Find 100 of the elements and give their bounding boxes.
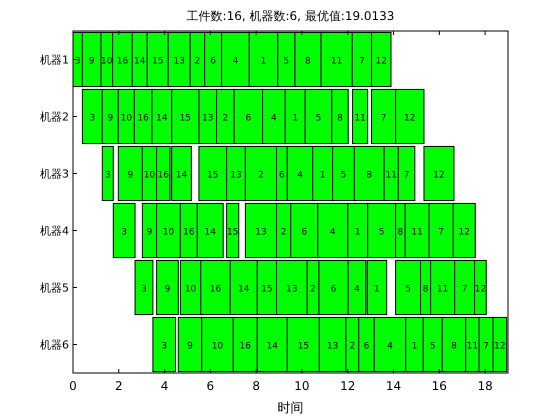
bar (352, 88, 368, 144)
text: 8 (451, 342, 457, 352)
text: 2 (349, 342, 356, 352)
bar (226, 202, 240, 258)
text: 6 (364, 342, 370, 352)
text: 6 (246, 114, 252, 124)
y-tick-label: 机器1 (40, 54, 69, 66)
text: 13 (286, 284, 298, 294)
y-tick-label: 机器4 (40, 224, 69, 238)
text: 11 (330, 56, 342, 66)
x-tick-label: 8 (252, 379, 260, 393)
text: 15 (261, 284, 273, 294)
text: 13 (326, 342, 338, 352)
text: 5 (316, 114, 322, 124)
text: 1 (260, 56, 266, 66)
series-label: 13 (202, 114, 214, 124)
text: 2 (258, 170, 264, 180)
text: 9 (88, 56, 95, 66)
text: 7 (438, 228, 444, 238)
text: 8 (422, 284, 428, 294)
series-label: 3 (74, 56, 81, 66)
text: 15 (207, 170, 218, 180)
text: 6 (330, 284, 336, 294)
text: 16 (210, 284, 222, 294)
x-tick-label: 14 (386, 379, 402, 393)
text: 12 (404, 114, 416, 124)
x-tick-label: 0 (69, 379, 77, 393)
text: 1 (374, 284, 380, 294)
text: 9 (107, 114, 114, 124)
x-tick-label: 12 (340, 379, 356, 393)
series-label: 7 (483, 342, 490, 352)
text: 14 (238, 284, 250, 294)
text: 12 (458, 228, 470, 238)
text: 2 (280, 228, 286, 238)
text: 8 (305, 56, 311, 66)
text: 2 (194, 56, 200, 66)
x-tick-label: 2 (114, 379, 123, 393)
text: 5 (340, 170, 346, 180)
series-label: 5 (283, 56, 290, 66)
text: 7 (462, 284, 468, 294)
text: 12 (494, 342, 506, 352)
text: 16 (183, 228, 195, 238)
text: 10 (184, 284, 196, 294)
bar (134, 260, 154, 316)
chart-title: 工件数:16, 机器数:6, 最优值:19.0133 (186, 9, 394, 23)
text: 3 (141, 284, 147, 294)
bar (112, 202, 136, 258)
text: 8 (337, 114, 343, 124)
text: 16 (116, 56, 128, 66)
series-label: 12 (474, 284, 486, 294)
x-tick-label: 10 (294, 379, 310, 393)
text: 2 (222, 114, 228, 124)
text: 15 (298, 342, 310, 352)
y-tick-label: 机器5 (40, 282, 69, 294)
text: 7 (404, 170, 410, 180)
text: 8 (366, 170, 372, 180)
series-label: 10 (101, 56, 113, 66)
text: 15 (152, 56, 164, 66)
text: 4 (387, 342, 393, 352)
text: 13 (230, 170, 242, 180)
text: 9 (187, 342, 193, 352)
text: 7 (359, 56, 365, 66)
text: 14 (176, 170, 188, 180)
text: 6 (210, 56, 216, 66)
y-tick-label: 机器3 (40, 168, 69, 180)
series-label: 9 (146, 228, 153, 238)
text: 3 (104, 170, 111, 180)
text: 16 (137, 114, 149, 124)
series-label: 1 (412, 342, 418, 352)
text: 11 (411, 228, 423, 238)
text: 12 (376, 56, 388, 66)
text: 11 (436, 284, 448, 294)
text: 3 (121, 228, 128, 238)
text: 4 (271, 114, 277, 124)
x-tick-label: 4 (160, 379, 168, 393)
text: 12 (433, 170, 445, 180)
bar (102, 146, 114, 202)
text: 10 (212, 342, 224, 352)
text: 13 (255, 228, 267, 238)
text: 4 (330, 228, 336, 238)
text: 1 (320, 170, 326, 180)
text: 11 (354, 114, 366, 124)
text: 13 (174, 56, 185, 66)
series-label: 4 (354, 284, 360, 294)
text: 5 (405, 284, 411, 294)
text: 1 (292, 114, 298, 124)
series-label: 14 (134, 56, 146, 66)
text: 10 (162, 228, 174, 238)
x-tick-label: 16 (432, 379, 447, 393)
series-label: 15 (226, 228, 238, 238)
text: 5 (378, 228, 384, 238)
text: 4 (297, 170, 303, 180)
text: 1 (354, 228, 361, 238)
series-label: 2 (310, 284, 316, 294)
series-label: 11 (466, 342, 478, 352)
x-tick-label: 6 (206, 379, 214, 393)
text: 10 (120, 114, 132, 124)
y-tick-label: 机器6 (40, 338, 69, 352)
series-label: 16 (158, 170, 170, 180)
text: 14 (204, 228, 216, 238)
